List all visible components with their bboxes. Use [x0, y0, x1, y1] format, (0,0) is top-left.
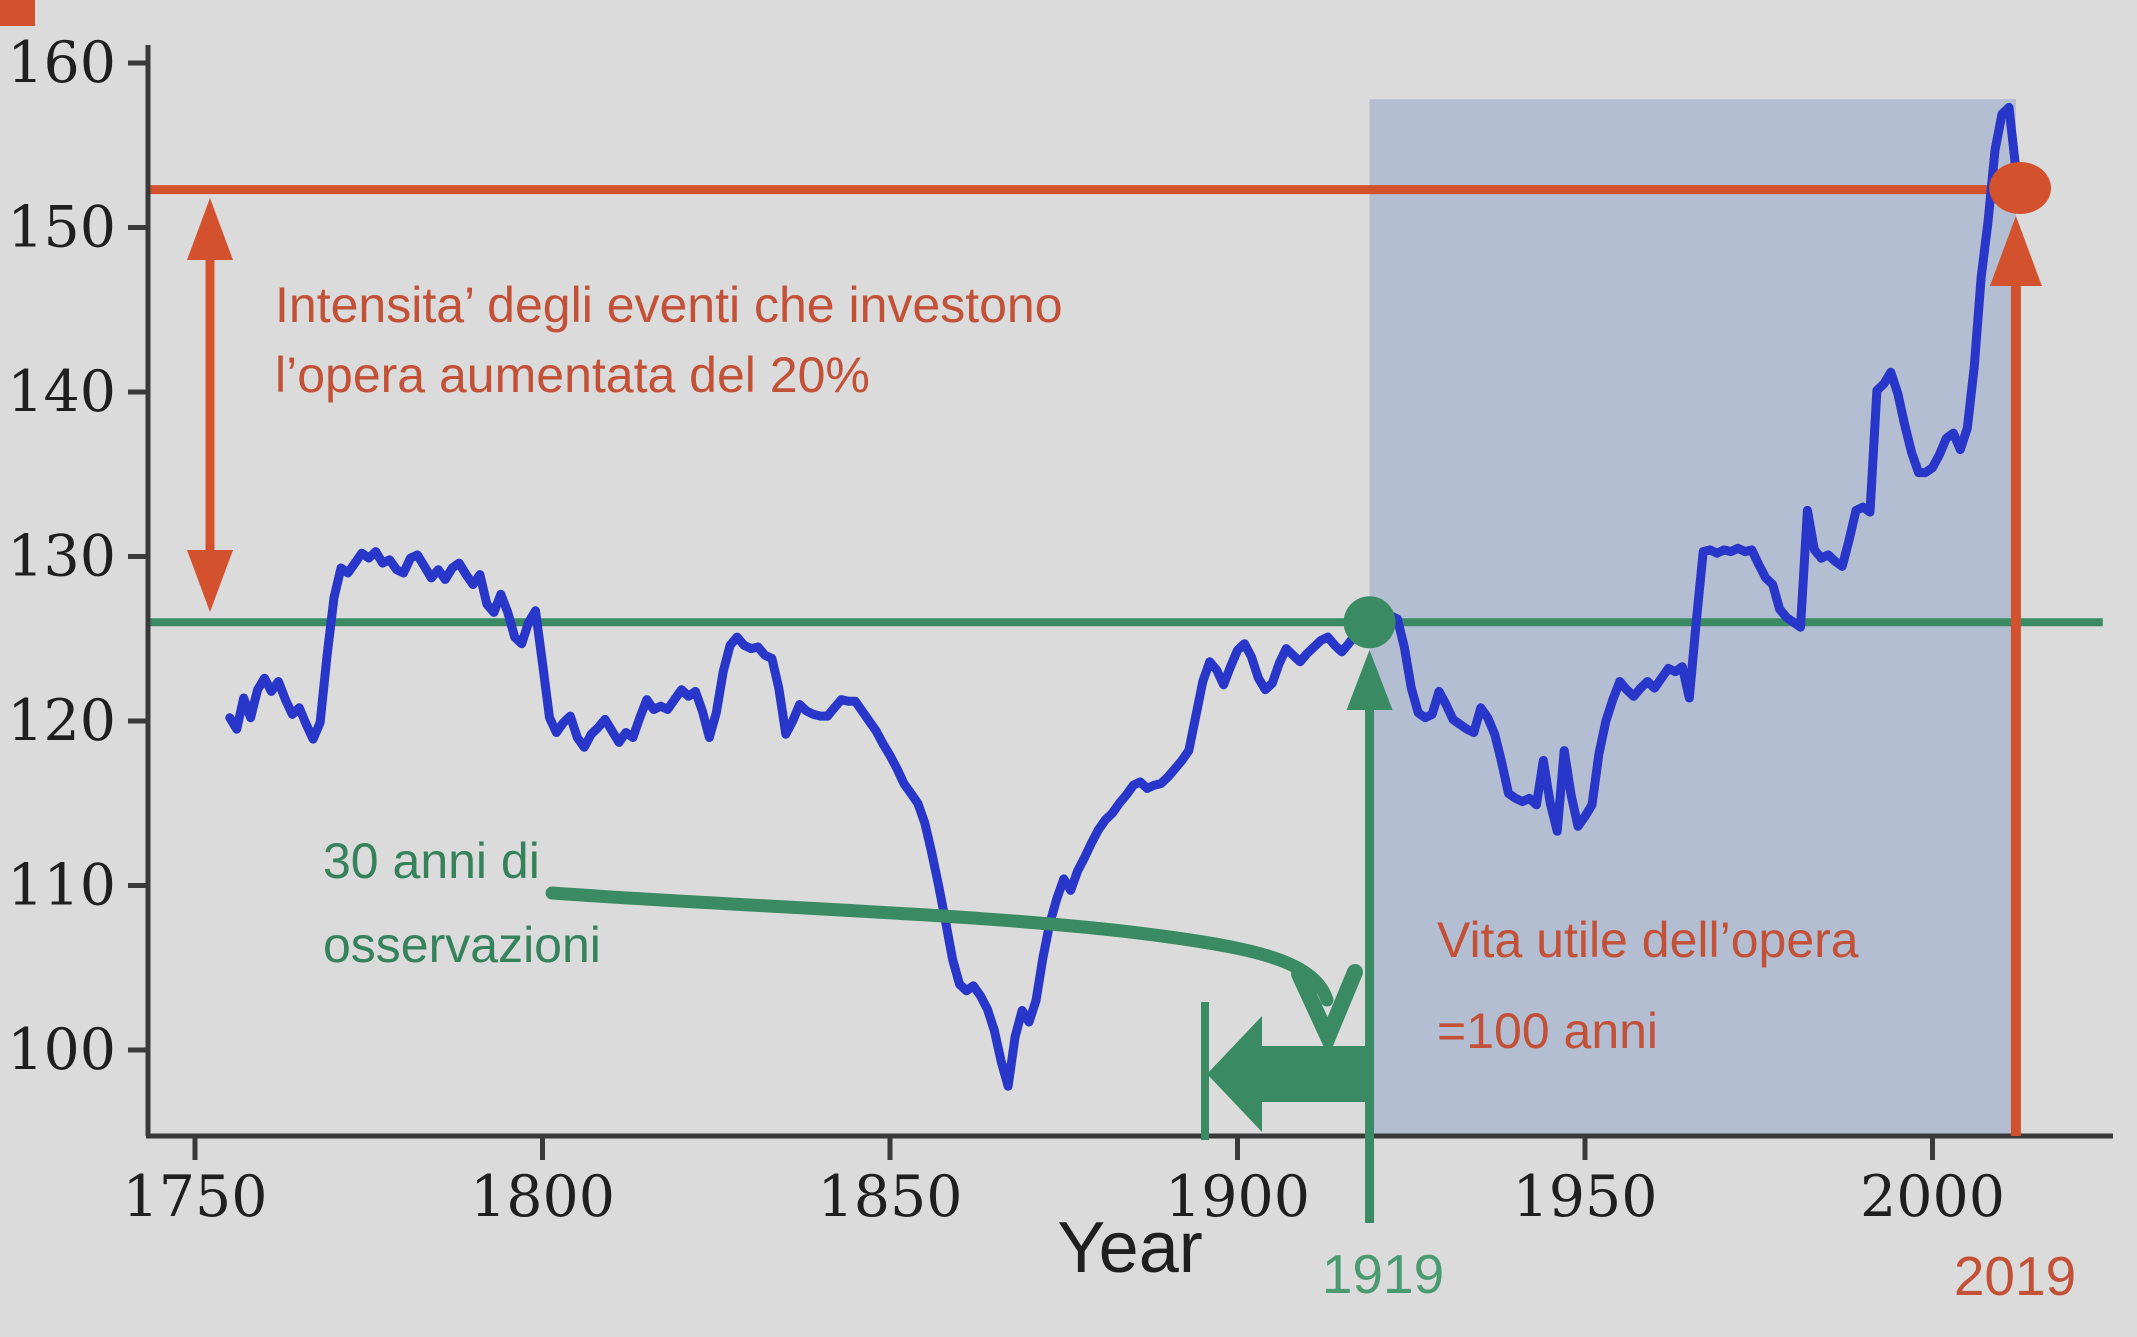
y-tick-label-130: 130: [7, 524, 116, 590]
year-2019-label: 2019: [1954, 1245, 2076, 1307]
intensity-note-line-1: Intensita’ degli eventi che investono: [275, 277, 1063, 333]
marker-1919-arrow-head: [1346, 650, 1393, 710]
useful-life-note-line-2: =100 anni: [1437, 1003, 1658, 1059]
corner-marker: [0, 0, 35, 26]
intensity-double-arrow-head-up: [187, 198, 233, 260]
year-1919-label: 1919: [1322, 1243, 1444, 1305]
x-tick-label-1750: 1750: [122, 1164, 267, 1230]
x-tick-label-2000: 2000: [1860, 1164, 2005, 1230]
y-tick-label-160: 160: [7, 30, 116, 96]
useful-life-arrow-head: [1989, 216, 2042, 286]
marker-observation-point-1919: [1343, 596, 1396, 649]
x-tick-label-1900: 1900: [1165, 1164, 1310, 1230]
useful-life-note-line-1: Vita utile dell’opera: [1437, 912, 1859, 968]
series-line-opera-intensity-index: [225, 102, 2028, 1091]
x-tick-label-1800: 1800: [470, 1164, 615, 1230]
x-tick-label-1950: 1950: [1512, 1164, 1657, 1230]
observation-note-line-2: osservazioni: [323, 917, 601, 973]
y-tick-label-140: 140: [7, 359, 116, 425]
x-axis-title: Year: [1057, 1208, 1202, 1288]
y-tick-label-120: 120: [7, 688, 116, 754]
x-tick-label-1850: 1850: [817, 1164, 962, 1230]
marker-event-point-2019: [1989, 162, 2052, 215]
intensity-double-arrow-head-down: [187, 550, 233, 612]
observation-curved-arrow-head: [1291, 964, 1363, 1057]
intensity-note-line-2: l’opera aumentata del 20%: [275, 347, 870, 403]
observation-note-line-1: 30 anni di: [323, 833, 540, 889]
y-tick-label-150: 150: [7, 195, 116, 261]
back-30-years-block-arrow: [1207, 1016, 1370, 1132]
y-tick-label-110: 110: [7, 853, 116, 919]
y-tick-label-100: 100: [7, 1017, 116, 1083]
observation-curved-arrow-shaft: [545, 886, 1334, 1007]
